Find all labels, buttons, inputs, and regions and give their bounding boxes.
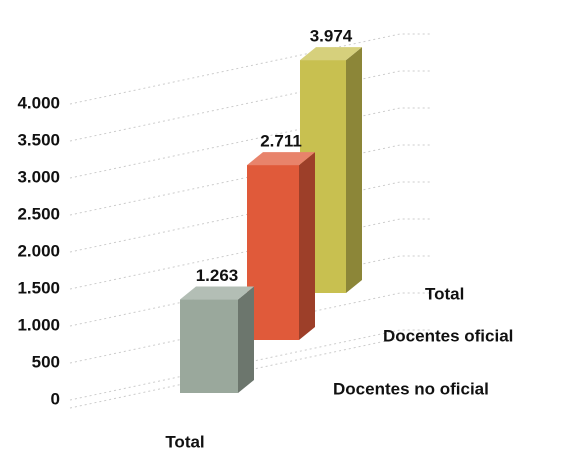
value-label: 1.263 xyxy=(196,266,239,285)
y-tick-label: 500 xyxy=(32,352,60,371)
grid-line xyxy=(69,33,430,105)
value-label: 3.974 xyxy=(310,27,353,46)
value-label: 2.711 xyxy=(260,132,302,151)
y-tick-label: 3.500 xyxy=(17,130,60,149)
series-label: Docentes oficial xyxy=(383,326,513,345)
bar xyxy=(180,299,238,393)
y-tick-label: 2.000 xyxy=(17,241,60,260)
bar xyxy=(247,165,299,340)
y-tick-label: 1.000 xyxy=(17,315,60,334)
bar-side xyxy=(299,152,315,340)
bar-top xyxy=(180,286,254,300)
y-tick-label: 4.000 xyxy=(17,93,60,112)
x-tick-label: Total xyxy=(165,432,204,451)
bar-side xyxy=(238,286,254,393)
series-label: Total xyxy=(425,284,464,303)
y-tick-label: 0 xyxy=(51,389,60,408)
y-tick-label: 2.500 xyxy=(17,204,60,223)
bar-side xyxy=(346,47,362,293)
y-tick-label: 3.000 xyxy=(17,167,60,186)
grid-line xyxy=(69,70,430,142)
series-label: Docentes no oficial xyxy=(333,379,489,398)
y-tick-label: 1.500 xyxy=(17,278,60,297)
bar-top xyxy=(300,47,362,61)
bar-top xyxy=(247,152,315,166)
